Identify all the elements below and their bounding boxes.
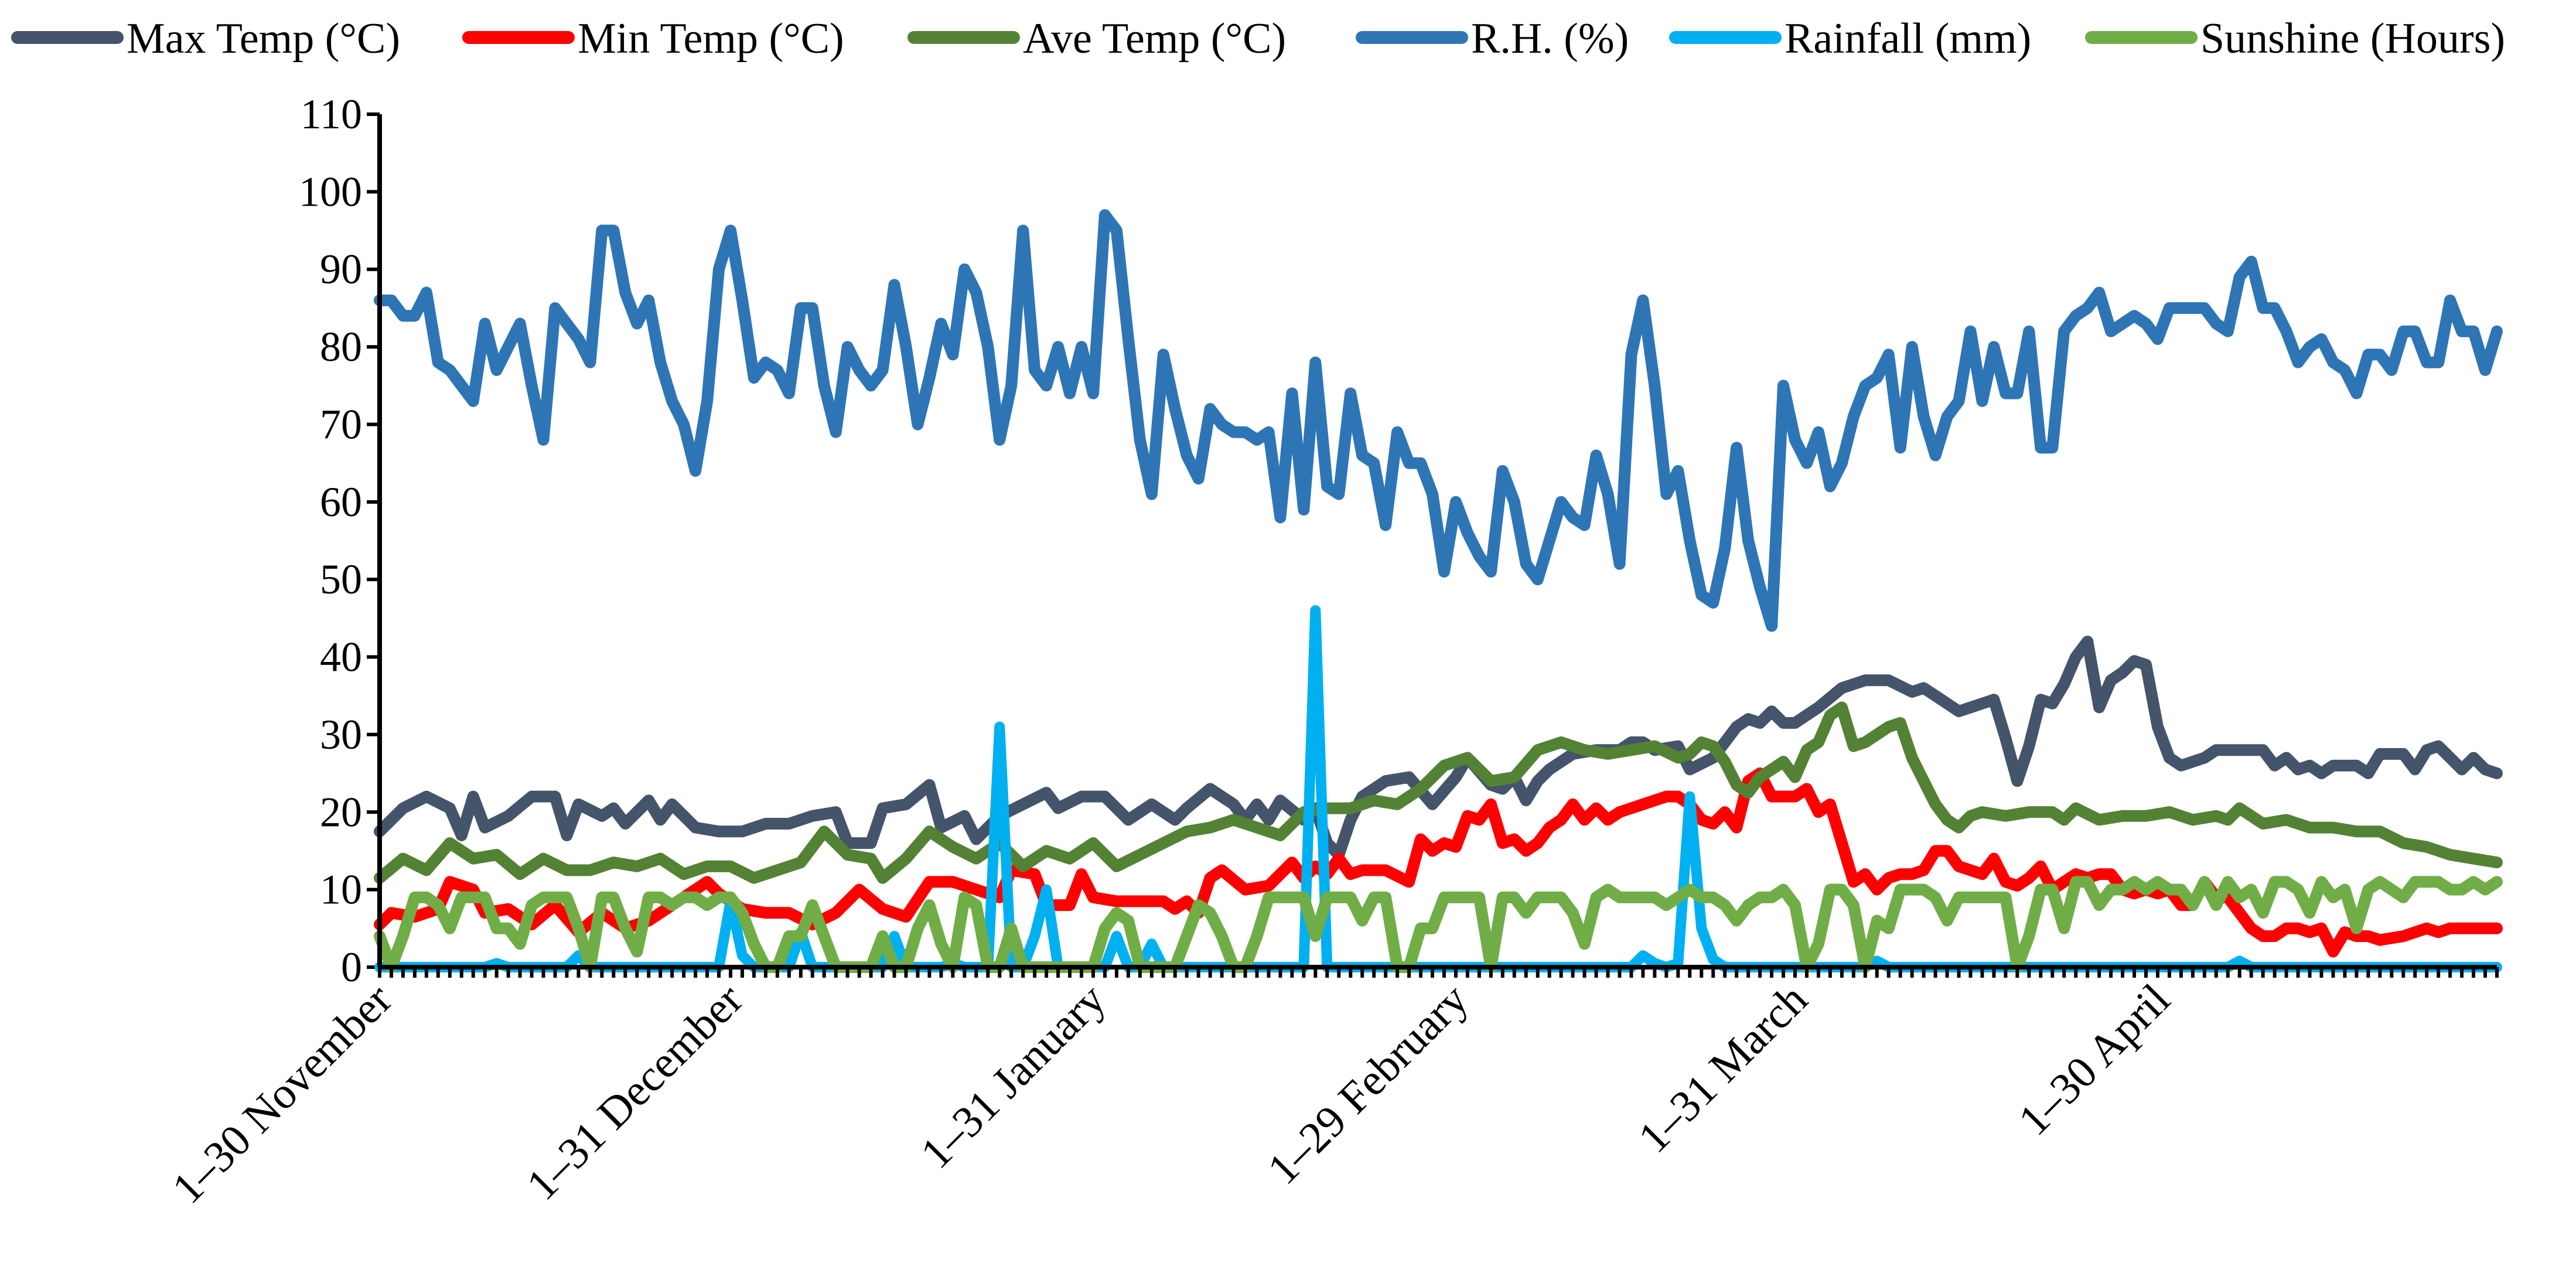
y-tick-label: 110	[301, 91, 362, 138]
y-tick-label: 0	[341, 944, 362, 991]
y-tick-label: 60	[320, 479, 362, 525]
x-tick-label: 1–29 February	[1258, 975, 1478, 1194]
axes	[377, 114, 2497, 969]
legend-label-ave-temp-c: Ave Temp (°C)	[1023, 15, 1286, 63]
x-tick-label: 1–31 December	[517, 975, 752, 1210]
series-layer	[374, 209, 2503, 973]
legend-label-max-temp-c: Max Temp (°C)	[127, 15, 400, 63]
legend: Max Temp (°C) Min Temp (°C) Ave Temp (°C) R…	[11, 15, 2505, 63]
series-line-sunshine-hours	[374, 876, 2503, 973]
x-tick-label: 1–30 November	[163, 975, 401, 1213]
y-tick-label: 20	[320, 788, 362, 835]
x-axis-ticks: 1–30 November 1–31 December 1–31 January 1–…	[163, 967, 2499, 1213]
y-axis-ticks: 0 10 20 30 40 50 60 70 80 90 100 110	[299, 91, 380, 991]
legend-label-rainfall-mm: Rainfall (mm)	[1785, 15, 2031, 63]
series-line-ave-temp-c	[374, 701, 2503, 884]
y-tick-label: 50	[320, 556, 362, 603]
x-tick-label: 1–30 April	[2009, 975, 2179, 1145]
legend-label-r-h: R.H. (%)	[1471, 15, 1629, 63]
x-tick-label: 1–31 March	[1629, 975, 1817, 1163]
series-line-max-temp-c	[374, 636, 2503, 861]
y-tick-label: 90	[320, 246, 362, 293]
y-tick-label: 40	[320, 634, 362, 681]
series-line-r-h	[374, 209, 2503, 632]
legend-label-sunshine-hours: Sunshine (Hours)	[2200, 15, 2505, 63]
legend-label-min-temp-c: Min Temp (°C)	[578, 15, 844, 63]
y-tick-label: 80	[320, 323, 362, 370]
y-tick-label: 100	[299, 168, 362, 215]
y-tick-label: 30	[320, 711, 362, 758]
y-tick-label: 70	[320, 401, 362, 448]
y-tick-label: 10	[320, 866, 362, 913]
x-tick-label: 1–31 January	[912, 975, 1115, 1178]
